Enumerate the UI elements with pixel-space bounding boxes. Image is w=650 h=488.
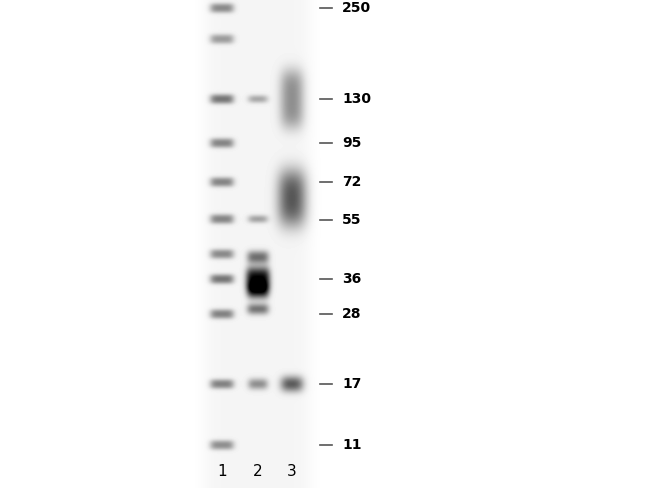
Text: 11: 11 [342, 438, 361, 452]
Text: 17: 17 [342, 377, 361, 391]
Text: 72: 72 [342, 175, 361, 189]
Text: 2: 2 [254, 465, 263, 480]
Text: 3: 3 [287, 465, 297, 480]
Text: 28: 28 [342, 307, 361, 321]
Text: 250: 250 [342, 1, 371, 15]
Text: 130: 130 [342, 93, 371, 106]
Text: 55: 55 [342, 213, 361, 227]
Text: 95: 95 [342, 136, 361, 150]
Text: 36: 36 [342, 272, 361, 286]
Text: 1: 1 [217, 465, 227, 480]
